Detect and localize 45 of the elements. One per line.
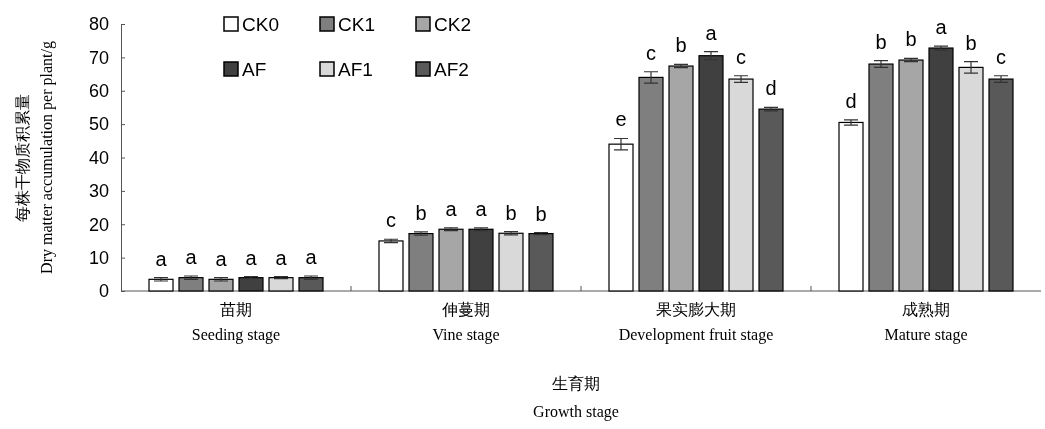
- data-label: a: [155, 247, 168, 270]
- x-tick-label: 伸蔓期 Vine stage: [432, 301, 500, 344]
- data-label: c: [646, 41, 656, 64]
- data-label: b: [505, 201, 517, 224]
- x-tick-label: 果实膨大期 Development fruit stage: [618, 301, 774, 344]
- data-label: a: [935, 16, 948, 39]
- data-label: e: [615, 108, 627, 131]
- legend-label: CK1: [338, 14, 375, 35]
- data-label: d: [765, 77, 777, 100]
- y-tick-label: 40: [88, 147, 109, 168]
- y-tick-label: 50: [88, 114, 109, 135]
- data-label: a: [245, 246, 258, 269]
- data-label: a: [305, 245, 318, 268]
- y-tick-label: 10: [88, 247, 109, 268]
- x-axis-title: 生育期 Growth stage: [533, 375, 619, 421]
- legend-label: AF: [242, 59, 267, 80]
- data-label: b: [675, 34, 687, 57]
- x-tick-label: 苗期 Seeding stage: [191, 301, 281, 344]
- data-label: b: [535, 202, 547, 225]
- data-label: c: [736, 45, 746, 68]
- y-axis-title: 每株干物质积累量 Dry matter accumulation per plant/g: [14, 41, 56, 274]
- legend-label: CK0: [242, 14, 279, 35]
- y-tick-label: 80: [88, 14, 109, 35]
- y-tick-label: 0: [98, 281, 109, 302]
- data-label: a: [275, 246, 288, 269]
- data-label: d: [845, 89, 857, 112]
- data-label: b: [905, 28, 917, 51]
- data-label: a: [215, 247, 228, 270]
- legend-label: AF1: [338, 59, 373, 80]
- data-label: b: [875, 30, 887, 53]
- data-label: a: [705, 21, 718, 44]
- data-label: c: [386, 209, 396, 232]
- data-label: a: [445, 197, 458, 220]
- legend-label: AF2: [434, 59, 469, 80]
- data-label: c: [996, 45, 1006, 68]
- data-label: b: [965, 31, 977, 54]
- y-tick-label: 70: [88, 47, 109, 68]
- x-tick-label: 成熟期 Mature stage: [884, 301, 968, 344]
- y-tick-label: 20: [88, 214, 109, 235]
- y-tick-label: 60: [88, 81, 109, 102]
- data-label: a: [185, 245, 198, 268]
- y-tick-label: 30: [88, 181, 109, 202]
- data-label: b: [415, 201, 427, 224]
- data-label: a: [475, 197, 488, 220]
- legend-label: CK2: [434, 14, 471, 35]
